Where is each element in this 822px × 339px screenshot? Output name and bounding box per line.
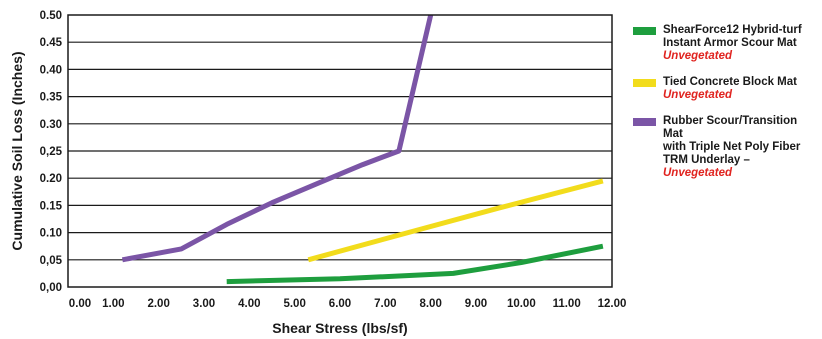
y-tick-label: 0.20 (40, 173, 62, 185)
x-tick-label: 7.00 (374, 298, 396, 310)
series-lines (121, 14, 604, 285)
y-tick-label: 0,25 (40, 146, 63, 158)
x-tick-label: 8.00 (419, 298, 441, 310)
legend-label: Tied Concrete Block Mat (663, 76, 797, 88)
legend-swatch-purple (633, 118, 656, 126)
y-tick-label: 0.15 (40, 200, 63, 212)
series-line-2 (121, 14, 434, 263)
legend-swatch-yellow (633, 79, 656, 87)
legend-note: Unvegetated (663, 89, 733, 101)
y-axis-title: Cumulative Soil Loss (Inches) (9, 51, 25, 250)
y-tick-label: 0.40 (40, 64, 62, 76)
x-tick-label: 0.00 (69, 298, 91, 310)
x-tick-label: 1.00 (102, 298, 124, 310)
y-tick-label: 0.30 (40, 119, 62, 131)
legend-label: ShearForce12 Hybrid-turf Instant Armor S… (663, 24, 802, 49)
y-tick-label: 0,00 (40, 282, 62, 294)
legend-note: Unvegetated (663, 167, 733, 179)
y-tick-label: 0.50 (40, 10, 62, 22)
y-tick-label: 0.45 (40, 37, 63, 49)
y-tick-label: 0,05 (40, 255, 63, 267)
y-tick-label: 0.35 (40, 92, 63, 104)
y-axis-ticks: 0,00 0,05 0.10 0.15 0.20 0,25 0.30 0.35 0.40 0.45… (40, 10, 63, 294)
plot-area-frame (67, 14, 613, 288)
legend-note: Unvegetated (663, 50, 733, 62)
legend-item-rubber-scour: Rubber Scour/Transition Mat with Triple … (633, 115, 819, 180)
legend: ShearForce12 Hybrid-turf Instant Armor S… (633, 24, 819, 193)
x-axis-ticks: 0.00 1.00 2.00 3.00 4.00 5.00 6.00 7.00 8.00 9.00… (69, 298, 627, 310)
y-tick-label: 0.10 (40, 228, 62, 240)
grid-lines (68, 41, 612, 261)
legend-item-tied-concrete: Tied Concrete Block Mat Unvegetated (633, 76, 819, 102)
x-tick-label: 4.00 (238, 298, 260, 310)
x-tick-label: 10.00 (507, 298, 536, 310)
x-axis-title: Shear Stress (lbs/sf) (272, 320, 407, 336)
x-tick-label: 5.00 (283, 298, 305, 310)
series-line-1 (307, 178, 604, 263)
x-tick-label: 11.00 (553, 298, 581, 310)
legend-item-shearforce: ShearForce12 Hybrid-turf Instant Armor S… (633, 24, 819, 63)
x-tick-label: 2.00 (147, 298, 169, 310)
x-tick-label: 12.00 (598, 298, 627, 310)
x-tick-label: 6.00 (329, 298, 351, 310)
series-line-0 (226, 243, 604, 285)
x-tick-label: 9.00 (465, 298, 487, 310)
legend-label: Rubber Scour/Transition Mat with Triple … (663, 115, 801, 166)
x-tick-label: 3.00 (193, 298, 215, 310)
legend-swatch-green (633, 27, 656, 35)
